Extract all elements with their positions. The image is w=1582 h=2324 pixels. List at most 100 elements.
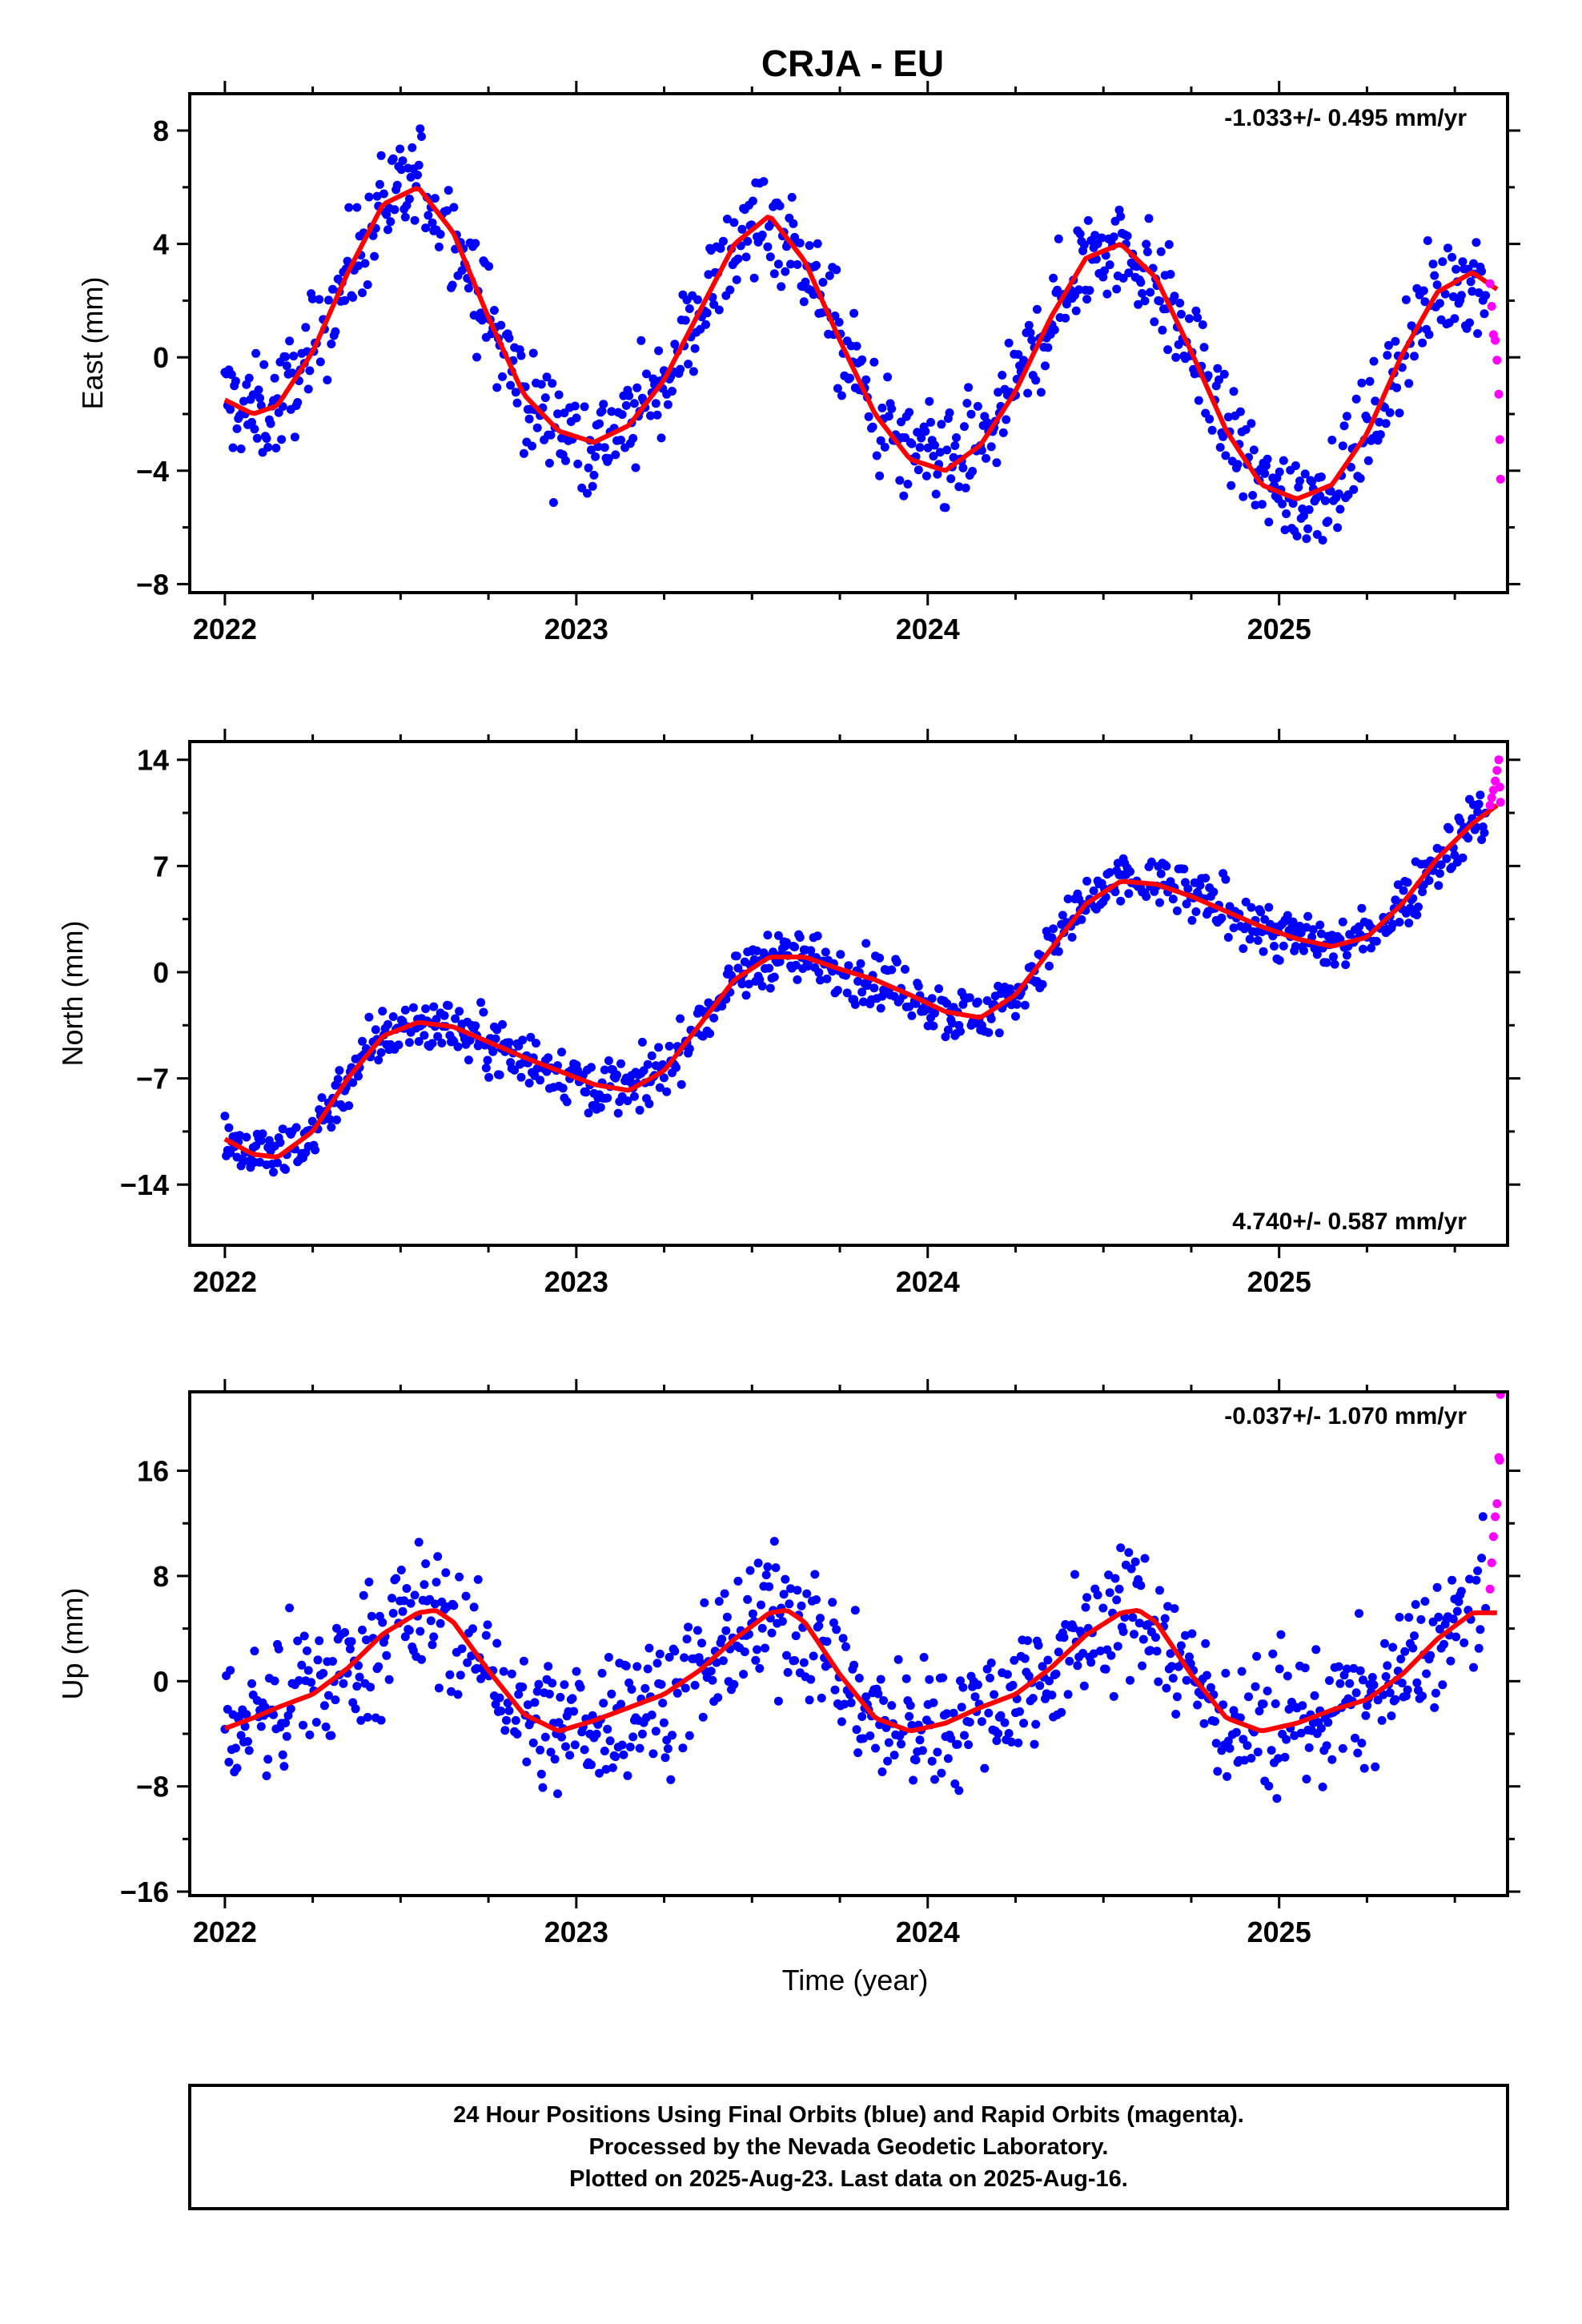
final-point bbox=[1361, 1711, 1371, 1720]
final-point bbox=[396, 165, 406, 175]
final-point bbox=[875, 471, 885, 480]
final-point bbox=[1357, 1739, 1367, 1748]
final-point bbox=[1359, 1763, 1369, 1773]
final-point bbox=[592, 1729, 601, 1739]
final-point bbox=[1136, 1581, 1146, 1590]
final-point bbox=[1114, 1584, 1124, 1594]
final-point bbox=[668, 1731, 677, 1740]
final-point bbox=[1215, 443, 1225, 452]
final-point bbox=[1043, 343, 1053, 352]
final-point bbox=[583, 489, 592, 498]
final-point bbox=[443, 206, 452, 215]
final-point bbox=[299, 1720, 307, 1730]
final-point bbox=[709, 300, 719, 309]
final-point bbox=[1187, 915, 1197, 925]
final-point bbox=[544, 458, 554, 468]
final-point bbox=[693, 1626, 702, 1635]
final-point bbox=[570, 1740, 580, 1750]
final-point bbox=[362, 1635, 371, 1645]
final-point bbox=[274, 1644, 283, 1654]
final-point bbox=[813, 239, 822, 248]
final-point bbox=[557, 1732, 566, 1742]
final-point bbox=[970, 1692, 980, 1702]
final-point bbox=[387, 1594, 396, 1603]
final-point bbox=[432, 1015, 441, 1024]
final-point bbox=[553, 1789, 562, 1799]
final-point bbox=[767, 1628, 777, 1638]
final-point bbox=[584, 463, 593, 472]
final-point bbox=[893, 1655, 903, 1664]
final-point bbox=[340, 296, 350, 305]
final-point bbox=[833, 986, 842, 995]
final-point bbox=[1118, 273, 1128, 283]
final-point bbox=[663, 400, 673, 409]
final-point bbox=[1225, 1743, 1235, 1753]
final-point bbox=[1442, 854, 1452, 863]
final-point bbox=[1036, 388, 1046, 397]
final-point bbox=[741, 252, 751, 262]
final-point bbox=[1296, 1728, 1306, 1738]
final-point bbox=[816, 975, 825, 985]
final-point bbox=[1393, 880, 1403, 890]
final-point bbox=[548, 1679, 557, 1688]
final-point bbox=[925, 1675, 934, 1684]
final-point bbox=[1130, 1630, 1138, 1639]
final-point bbox=[1267, 1746, 1276, 1755]
final-point bbox=[484, 262, 494, 271]
final-point bbox=[1211, 1717, 1219, 1726]
final-point bbox=[1480, 828, 1489, 838]
final-point bbox=[1270, 942, 1279, 951]
final-point bbox=[1065, 1656, 1074, 1666]
final-point bbox=[262, 434, 271, 443]
final-point bbox=[782, 938, 791, 947]
model-curve bbox=[223, 803, 1499, 1160]
y-tick-label: 0 bbox=[153, 956, 169, 989]
final-point bbox=[368, 231, 378, 240]
final-point bbox=[745, 1566, 755, 1575]
final-point bbox=[1243, 1741, 1252, 1751]
final-point bbox=[1082, 876, 1092, 886]
final-point bbox=[363, 280, 372, 289]
final-point bbox=[635, 1743, 644, 1753]
final-point bbox=[1116, 211, 1126, 221]
final-point bbox=[1024, 1671, 1034, 1681]
final-point bbox=[656, 1679, 666, 1689]
final-point bbox=[616, 1699, 625, 1709]
final-point bbox=[400, 1005, 410, 1015]
final-point bbox=[256, 1722, 266, 1731]
final-point bbox=[263, 443, 273, 452]
final-point bbox=[769, 1537, 779, 1546]
final-point bbox=[791, 1631, 801, 1641]
final-point bbox=[255, 1157, 265, 1167]
final-point bbox=[655, 1649, 665, 1659]
rapid-point bbox=[1495, 435, 1504, 444]
final-point bbox=[1342, 1664, 1351, 1674]
panel-up: 2022 2023 2024 2025 −16 −8 0 8 16 Up (mm) -0.037+/… bbox=[56, 1379, 1520, 1948]
final-point bbox=[1138, 288, 1147, 298]
final-point bbox=[1444, 824, 1454, 834]
final-point bbox=[565, 1751, 575, 1760]
final-point bbox=[1191, 907, 1201, 916]
final-point bbox=[1126, 866, 1134, 876]
final-point bbox=[643, 1059, 652, 1069]
final-point bbox=[371, 1025, 380, 1035]
final-point bbox=[915, 443, 925, 452]
final-point bbox=[907, 1720, 917, 1730]
rapid-point bbox=[1485, 1584, 1495, 1594]
final-point bbox=[424, 211, 433, 220]
final-point bbox=[1223, 933, 1233, 942]
final-point bbox=[949, 452, 958, 462]
final-point bbox=[946, 1734, 956, 1743]
final-point bbox=[857, 987, 867, 997]
final-point bbox=[1452, 1606, 1462, 1616]
final-point bbox=[1198, 320, 1207, 329]
final-point bbox=[1263, 1687, 1272, 1695]
final-point bbox=[315, 295, 324, 304]
rapid-point bbox=[1496, 1392, 1505, 1399]
final-point bbox=[763, 242, 773, 251]
final-point bbox=[637, 1037, 647, 1047]
final-point bbox=[451, 1014, 460, 1023]
final-point bbox=[905, 1701, 915, 1711]
final-point bbox=[1237, 1667, 1247, 1676]
final-point bbox=[917, 433, 926, 443]
